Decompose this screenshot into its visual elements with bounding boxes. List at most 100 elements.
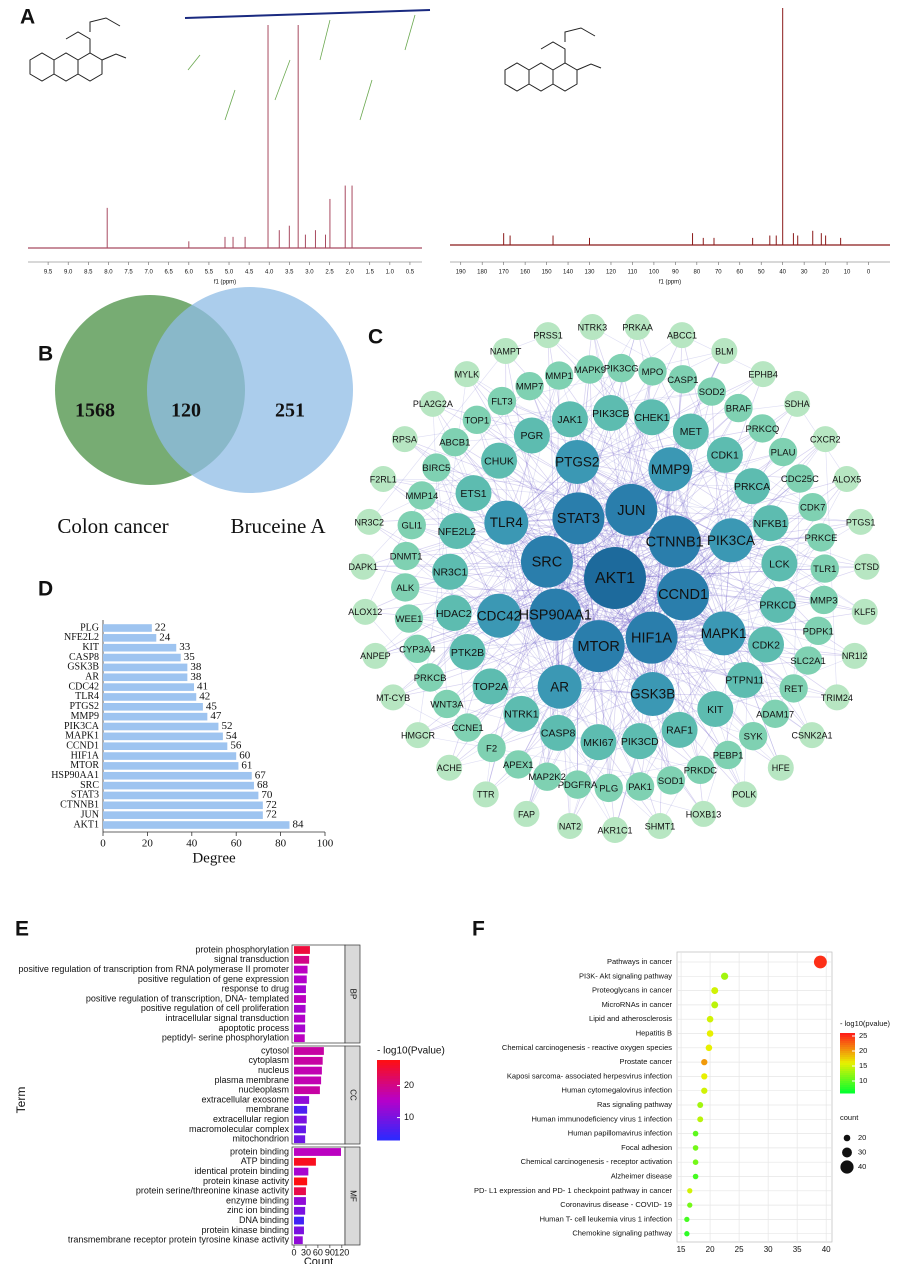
edge xyxy=(417,734,671,781)
dot xyxy=(687,1202,693,1208)
integral xyxy=(187,54,201,71)
colorbar-cell xyxy=(840,1049,855,1052)
value-label: 61 xyxy=(241,759,252,771)
edge xyxy=(730,540,776,714)
node xyxy=(634,399,671,436)
venn-label: Bruceine A xyxy=(230,514,326,538)
node xyxy=(544,361,574,390)
x-tick-label: 90 xyxy=(672,270,679,276)
size-key xyxy=(840,1160,854,1174)
node xyxy=(731,781,758,808)
colorbar-cell xyxy=(377,1116,400,1120)
edge xyxy=(723,611,865,634)
node xyxy=(534,322,561,349)
colorbar-cell xyxy=(377,1086,400,1090)
y-tick-label: NFE2L2 xyxy=(64,632,99,643)
colorbar-cell xyxy=(377,1084,400,1088)
node xyxy=(432,553,469,590)
node-label: TOP1 xyxy=(465,415,490,426)
node-label: ALK xyxy=(396,583,415,594)
node xyxy=(472,781,499,808)
node-label: HMGCR xyxy=(401,730,435,740)
x-tick-label: 120 xyxy=(606,270,617,276)
x-tick-label: 5.5 xyxy=(205,270,214,276)
node-label: SDHA xyxy=(785,399,810,409)
node xyxy=(779,674,808,703)
edge xyxy=(449,688,794,769)
edge xyxy=(652,506,813,695)
y-tick-label: CCND1 xyxy=(66,740,99,751)
node xyxy=(706,436,743,473)
bar xyxy=(293,1135,306,1144)
bar xyxy=(293,1066,322,1075)
edge xyxy=(730,403,798,541)
x-tick-label: 3.5 xyxy=(285,270,294,276)
value-label: 70 xyxy=(261,789,273,801)
node xyxy=(669,322,696,349)
node xyxy=(748,414,777,443)
bar xyxy=(103,624,152,632)
venn-count: 120 xyxy=(171,400,201,422)
node-label: CDC25C xyxy=(781,474,819,485)
node-label: MKI67 xyxy=(583,737,614,749)
node xyxy=(724,393,753,423)
y-tick-label: Focal adhesion xyxy=(621,1143,672,1152)
colorbar-cell xyxy=(840,1051,855,1054)
size-key-label: 30 xyxy=(858,1147,866,1156)
node-label: APEX1 xyxy=(503,760,534,771)
y-tick-label: SRC xyxy=(80,780,99,791)
x-tick-label: 6.0 xyxy=(185,270,194,276)
node-label: PRKCB xyxy=(414,673,447,684)
node-label: TLR4 xyxy=(490,515,524,530)
size-legend-title: count xyxy=(840,1113,859,1122)
node xyxy=(625,772,655,801)
edge xyxy=(436,467,560,687)
colorbar-cell xyxy=(377,1068,400,1072)
node-label: MYLK xyxy=(455,370,480,380)
node-label: CDC42 xyxy=(477,608,521,623)
node xyxy=(646,812,673,839)
node xyxy=(513,417,550,454)
dot xyxy=(687,1188,693,1194)
node xyxy=(380,684,407,711)
colorbar-cell xyxy=(840,1055,855,1058)
value-label: 68 xyxy=(257,779,269,791)
x-tick-label: 0.5 xyxy=(406,270,415,276)
node-label: RET xyxy=(784,684,803,695)
edge xyxy=(498,375,560,616)
dot xyxy=(711,987,719,995)
y-tick-label: TLR4 xyxy=(75,691,99,702)
colorbar-cell xyxy=(377,1102,400,1106)
bar xyxy=(293,946,310,954)
node xyxy=(555,439,600,484)
node xyxy=(734,468,771,505)
bar xyxy=(293,1125,306,1134)
x-tick-label: 50 xyxy=(758,270,765,276)
panel-label: D xyxy=(38,578,53,601)
node xyxy=(668,365,698,394)
bar xyxy=(293,1024,306,1033)
bar xyxy=(293,1177,308,1186)
edge xyxy=(577,373,764,463)
x-axis-label: f1 (ppm) xyxy=(659,280,681,286)
y-tick-label: response to drug xyxy=(221,984,289,994)
colorbar-cell xyxy=(840,1079,855,1082)
node-label: MTOR xyxy=(577,639,619,655)
colorbar-cell xyxy=(840,1041,855,1044)
node xyxy=(503,695,540,732)
bar xyxy=(293,1206,306,1215)
bar xyxy=(103,703,203,711)
edge xyxy=(369,350,506,523)
y-axis-label: Term xyxy=(14,1087,28,1114)
colorbar-cell xyxy=(377,1073,400,1077)
node xyxy=(750,361,777,388)
node xyxy=(391,426,418,453)
bar xyxy=(293,955,310,964)
bar xyxy=(103,634,157,642)
bar xyxy=(293,975,307,984)
y-tick-label: Human T- cell leukemia virus 1 infection xyxy=(540,1214,672,1223)
node-label: CASP8 xyxy=(541,728,576,740)
venn-count: 1568 xyxy=(75,400,115,422)
node-label: GSK3B xyxy=(630,687,675,702)
